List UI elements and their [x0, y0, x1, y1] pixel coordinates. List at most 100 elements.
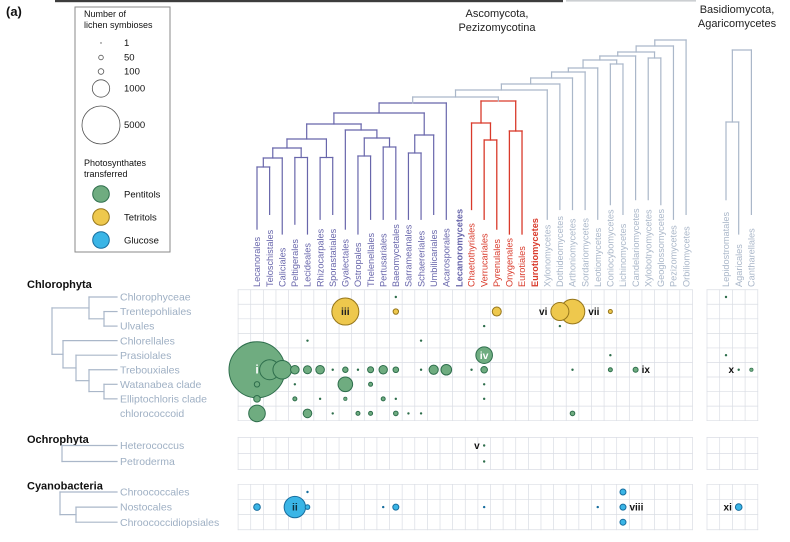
bubble	[724, 354, 728, 357]
column-label: Sordariomycetes	[580, 218, 590, 287]
bubble	[609, 354, 612, 357]
legend: Number of lichen symbioses 1 50 100 1000…	[74, 6, 171, 253]
bubble	[596, 505, 599, 509]
bubble	[343, 396, 348, 401]
bubble	[440, 363, 453, 376]
bubble	[272, 359, 293, 380]
bubble	[253, 395, 261, 403]
legend-size-dot-1	[100, 42, 102, 44]
bubble	[380, 396, 386, 402]
bubble	[337, 376, 354, 393]
column-label: Verrucariales	[479, 233, 489, 287]
bubble	[394, 397, 398, 401]
bubble	[331, 368, 334, 371]
column-label: Lecanorales	[252, 237, 262, 287]
bubble	[470, 368, 473, 371]
column-label: Sarrameanales	[404, 224, 414, 287]
bubble	[292, 396, 298, 402]
bubble	[482, 397, 486, 401]
bubble	[482, 460, 486, 463]
column-label: Arthoniomycetes	[568, 218, 578, 287]
bubble	[367, 366, 375, 374]
column-label: Geoglossomycetes	[656, 208, 666, 287]
bubble	[491, 306, 502, 317]
roman-numeral-i: i	[255, 362, 258, 376]
bubble	[482, 324, 486, 328]
row-label: Chroococcales	[120, 487, 189, 499]
legend-photo-title-line2: transferred	[84, 169, 128, 179]
legend-size-label-100: 100	[124, 67, 140, 78]
bubble	[306, 339, 309, 342]
bubble	[306, 490, 309, 494]
roman-numeral-vi: vi	[539, 307, 548, 318]
column-labels: Lecanorales Teloschistales Caliciales Pelti…	[252, 208, 756, 287]
column-label: Cantharellales	[747, 228, 757, 287]
column-label: Pertusariales	[378, 233, 388, 287]
bubble	[315, 364, 325, 375]
legend-size-label-5000: 5000	[124, 120, 145, 131]
row-label: Petroderma	[120, 456, 175, 468]
legend-size-dot-1000	[91, 79, 111, 98]
bubble	[290, 364, 300, 375]
roman-numeral-v: v	[474, 441, 480, 452]
roman-numeral-x: x	[728, 365, 734, 376]
bubble	[393, 410, 399, 417]
legend-tetritols-swatch	[92, 208, 110, 226]
row-label: Trentepohliales	[120, 306, 191, 318]
bubble	[482, 383, 486, 386]
legend-pentitols-label: Pentitols	[124, 190, 161, 201]
bubble	[407, 412, 410, 415]
row-labels: Chlorophyceae Trentepohliales Ulvales Chlor…	[120, 292, 219, 529]
top-crop-strip	[55, 0, 563, 3]
legend-glucose-label: Glucose	[124, 236, 159, 247]
legend-pentitols-swatch	[92, 185, 110, 203]
legend-size-title-line2: lichen symbioses	[84, 20, 153, 30]
column-label: Lichinomycetes	[618, 223, 628, 287]
bubble	[248, 404, 266, 423]
bubble	[356, 368, 360, 371]
bubble	[475, 346, 493, 365]
column-label: Leotiomycetes	[593, 227, 603, 287]
column-label: Coniocybomycetes	[606, 209, 616, 287]
column-label: Pezizomycetes	[669, 225, 679, 287]
bubble	[392, 503, 400, 511]
group-header-ochrophyta: Ochrophyta	[27, 434, 90, 446]
bubble	[607, 309, 613, 315]
panel-label: (a)	[6, 4, 22, 19]
legend-size-dot-5000	[81, 105, 121, 145]
column-label: Schaereriales	[416, 230, 426, 287]
roman-numeral-iii: iii	[341, 306, 350, 318]
bubble	[569, 410, 576, 417]
column-label: Ostropales	[353, 242, 363, 287]
column-label: Rhizocarpales	[315, 228, 325, 287]
roman-numeral-viii: viii	[629, 503, 643, 514]
row-label: Nostocales	[120, 502, 172, 514]
column-label: Onygenales	[505, 238, 515, 287]
legend-size-dot-50	[98, 54, 104, 61]
bubble	[482, 444, 486, 447]
grid	[237, 289, 759, 531]
bubble	[302, 408, 313, 419]
class-label: Lecanoromycetes	[454, 209, 464, 287]
legend-photo-title-line1: Photosynthates	[84, 158, 147, 168]
column-label: Peltigerales	[290, 239, 300, 287]
bubble	[302, 365, 312, 375]
column-label: Eurotiales	[517, 246, 527, 287]
roman-numeral-iv: iv	[480, 350, 489, 362]
legend-size-label-1: 1	[124, 38, 129, 49]
basidiomycota-header-line2: Agaricomycetes	[698, 18, 777, 30]
legend-size-label-1000: 1000	[124, 84, 145, 95]
bubble	[331, 412, 334, 415]
column-label: Orbiliomycetes	[681, 226, 691, 287]
class-label: Eurotiomycetes	[530, 218, 540, 287]
bubble	[342, 366, 349, 373]
column-label: Xylonomycetes	[542, 224, 552, 287]
column-label: Thelenellales	[366, 232, 376, 287]
top-crop-strip-light	[566, 0, 696, 2]
bubble	[724, 295, 728, 299]
column-label: Chaetothyriales	[467, 223, 477, 287]
bubble	[619, 518, 627, 526]
